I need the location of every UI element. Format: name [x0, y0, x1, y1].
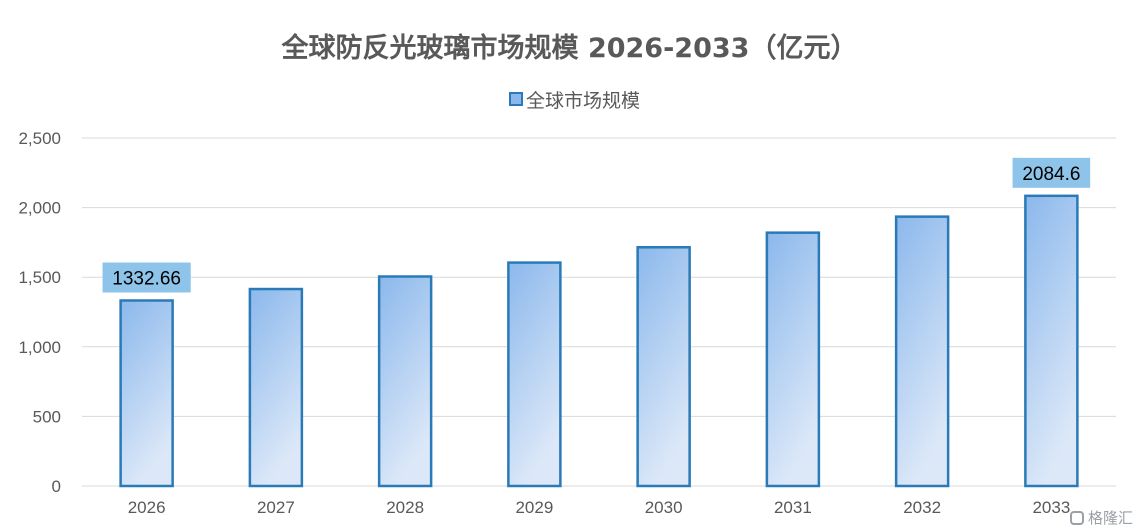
bar — [119, 299, 174, 488]
x-tick-label: 2028 — [386, 498, 424, 517]
x-tick-label: 2033 — [1032, 498, 1070, 517]
legend-swatch — [509, 92, 523, 106]
x-tick-label: 2029 — [515, 498, 553, 517]
data-label: 2084.6 — [1022, 164, 1080, 185]
bar — [507, 261, 562, 488]
y-tick-label: 2,500 — [18, 129, 61, 148]
x-tick-label: 2027 — [257, 498, 295, 517]
chart-title: 全球防反光玻璃市场规模 2026-2033（亿元） — [281, 33, 858, 64]
data-label: 1332.66 — [112, 268, 181, 289]
legend-label: 全球市场规模 — [526, 89, 641, 112]
y-tick-label: 1,000 — [18, 338, 61, 357]
bar — [765, 231, 821, 488]
watermark: 格隆汇 — [1069, 507, 1133, 528]
bar — [894, 215, 950, 488]
legend: 全球市场规模 — [509, 86, 640, 112]
data-label-box — [1012, 157, 1091, 188]
x-tick-label: 2030 — [645, 498, 683, 517]
bar — [377, 275, 433, 488]
y-tick-label: 1,500 — [18, 268, 61, 287]
bar — [248, 287, 304, 488]
y-tick-label: 0 — [52, 477, 61, 496]
data-label-box — [102, 262, 191, 293]
watermark-text: 格隆汇 — [1087, 509, 1133, 527]
x-tick-label: 2031 — [774, 498, 812, 517]
bar — [1024, 194, 1079, 488]
bar — [636, 246, 691, 488]
x-tick-label: 2032 — [903, 498, 941, 517]
y-tick-label: 2,000 — [18, 199, 61, 218]
watermark-logo-icon — [1069, 510, 1084, 525]
x-tick-label: 2026 — [128, 498, 166, 517]
y-tick-label: 500 — [33, 407, 61, 426]
